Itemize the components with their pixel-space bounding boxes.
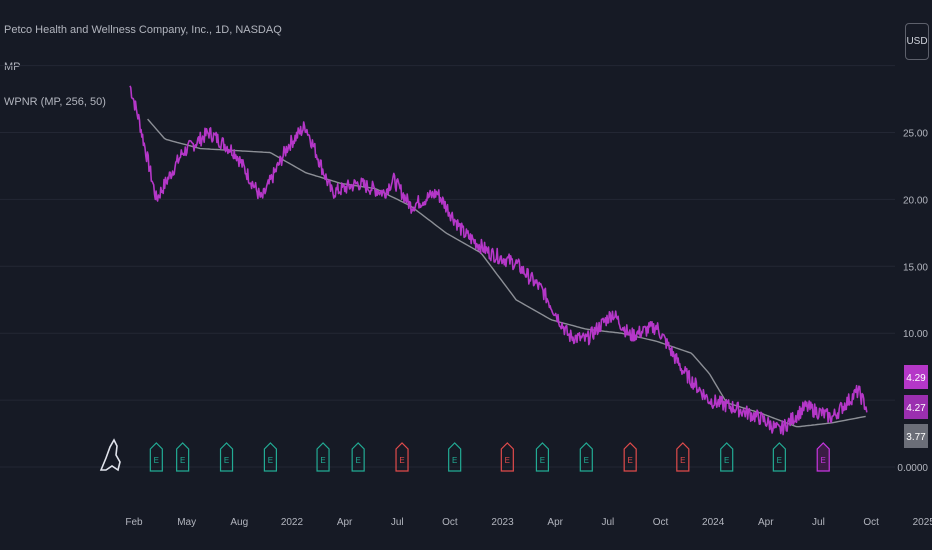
x-tick-label: 2025 [913,517,932,528]
y-tick-label: 10.00 [903,329,928,340]
earnings-event-label: E [224,456,229,465]
x-tick-label: 2024 [702,517,725,528]
x-tick-label: 2022 [281,517,304,528]
currency-button[interactable]: USD [905,23,929,60]
earnings-event-marker[interactable] [772,442,786,472]
earnings-event-label: E [268,456,273,465]
y-tick-label: 20.00 [903,195,928,206]
earnings-event-label: E [821,456,826,465]
earnings-event-marker[interactable] [623,442,637,472]
last-value-label: 4.27 [906,403,926,414]
x-tick-label: May [177,517,196,528]
tradingview-logo-icon [99,438,121,472]
earnings-event-label: E [540,456,545,465]
x-tick-label: Oct [653,517,669,528]
earnings-event-label: E [180,456,185,465]
x-tick-label: Jul [391,517,404,528]
earnings-event-marker[interactable] [448,442,462,472]
earnings-event-marker[interactable] [149,442,163,472]
earnings-event-label: E [452,456,457,465]
x-tick-label: Apr [337,517,353,528]
x-tick-label: Aug [230,517,248,528]
earnings-event-label: E [154,456,159,465]
earnings-event-label: E [628,456,633,465]
earnings-event-marker[interactable] [676,442,690,472]
symbol-title[interactable]: Petco Health and Wellness Company, Inc.,… [4,24,282,36]
earnings-event-marker[interactable] [535,442,550,472]
y-tick-label: 15.00 [903,262,928,273]
earnings-event-label: E [399,456,404,465]
earnings-event-marker[interactable] [816,442,830,472]
earnings-event-marker[interactable] [263,442,277,472]
earnings-event-label: E [355,456,360,465]
last-value-tag [904,395,928,419]
x-tick-label: Apr [547,517,563,528]
y-tick-label: 0.0000 [897,463,928,474]
earnings-event-marker[interactable] [395,442,409,472]
earnings-event-marker[interactable] [579,442,593,472]
earnings-event-marker[interactable] [500,442,514,472]
earnings-event-label: E [777,456,782,465]
x-tick-label: Apr [758,517,774,528]
x-tick-label: Oct [863,517,879,528]
x-tick-label: 2023 [491,517,514,528]
last-value-tag [904,424,928,448]
x-tick-label: Oct [442,517,458,528]
earnings-event-label: E [505,456,510,465]
earnings-event-label: E [320,456,325,465]
last-value-tag [904,365,928,389]
earnings-event-marker[interactable] [219,442,234,472]
last-value-label: 4.29 [906,373,926,384]
x-tick-label: Feb [125,517,143,528]
price-line [129,85,868,436]
wpnr-indicator-line [147,118,866,428]
earnings-event-marker[interactable] [720,442,734,472]
earnings-event-label: E [724,456,729,465]
x-tick-label: Jul [812,517,825,528]
y-tick-label: 25.00 [903,129,928,140]
earnings-event-marker[interactable] [176,442,190,472]
last-value-label: 3.77 [906,432,926,443]
earnings-event-marker[interactable] [316,442,330,472]
earnings-event-marker[interactable] [351,442,365,472]
x-tick-label: Jul [601,517,614,528]
indicator-label[interactable]: WPNR (MP, 256, 50) [4,96,106,108]
earnings-event-label: E [680,456,685,465]
series-label[interactable]: MP [4,61,21,73]
earnings-event-label: E [584,456,589,465]
